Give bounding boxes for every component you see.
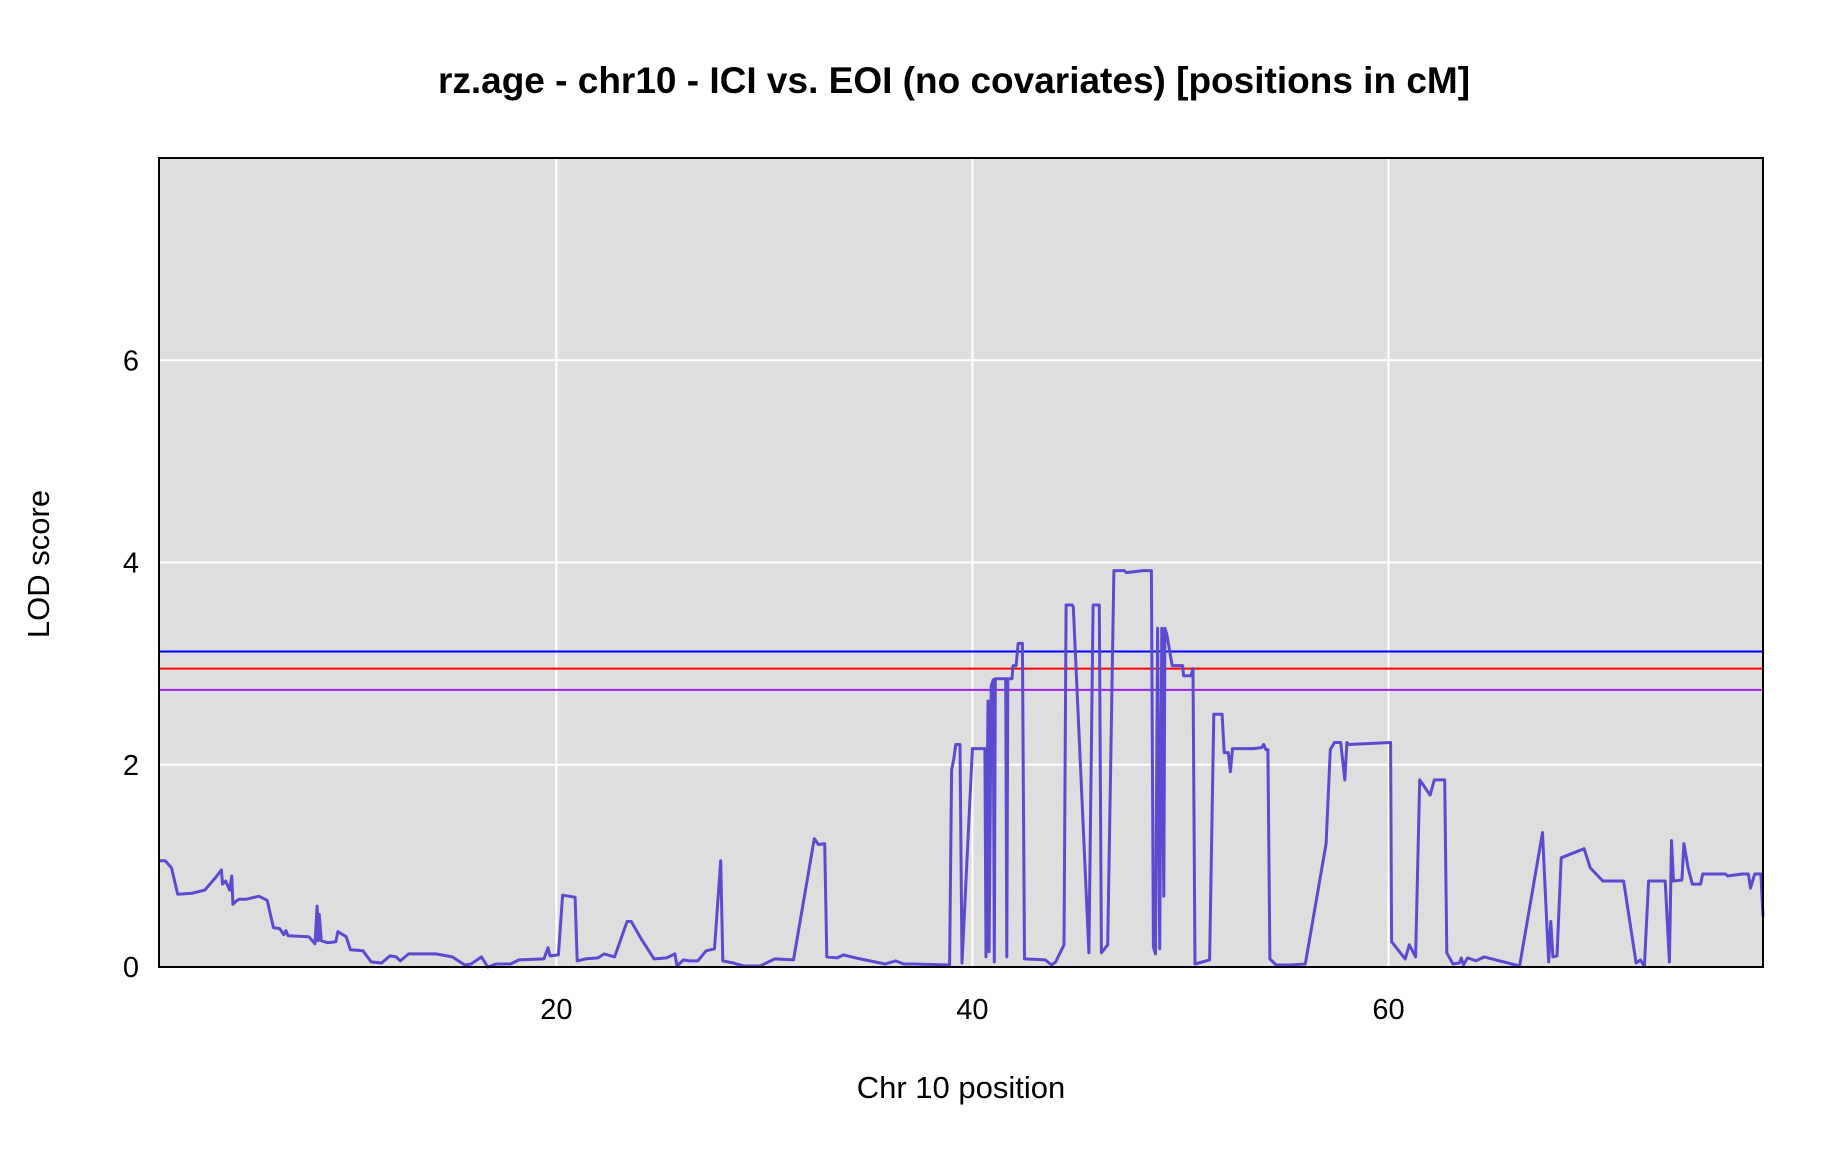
x-tick-label: 60 bbox=[1372, 994, 1404, 1026]
x-tick-label: 40 bbox=[956, 994, 988, 1026]
lod-series-line bbox=[159, 569, 1765, 969]
x-tick-labels: 20 40 60 bbox=[540, 994, 1404, 1026]
y-axis-label: LOD score bbox=[21, 490, 56, 638]
y-tick-labels: 0 2 4 6 bbox=[123, 345, 139, 984]
y-tick-label: 6 bbox=[123, 345, 139, 377]
y-tick-label: 2 bbox=[123, 750, 139, 782]
y-tick-label: 0 bbox=[123, 952, 139, 984]
series-group bbox=[159, 569, 1765, 969]
y-tick-label: 4 bbox=[123, 548, 139, 580]
x-axis-label: Chr 10 position bbox=[857, 1070, 1066, 1105]
chart-title: rz.age - chr10 - ICI vs. EOI (no covaria… bbox=[438, 60, 1470, 101]
plot-frame bbox=[158, 157, 1764, 968]
threshold-lines bbox=[159, 650, 1763, 691]
x-tick-label: 20 bbox=[540, 994, 572, 1026]
